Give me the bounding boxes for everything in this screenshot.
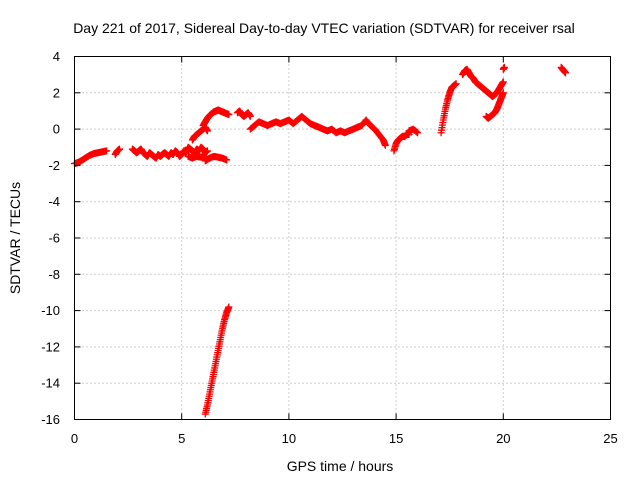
y-tick-label: 0 [53, 122, 60, 137]
data-point [116, 145, 124, 153]
y-tick-label: -4 [48, 194, 60, 209]
data-point [223, 156, 231, 164]
y-tick-label: -10 [41, 303, 60, 318]
data-points [71, 63, 569, 418]
data-point [246, 112, 254, 120]
data-point [414, 129, 422, 137]
data-point [499, 78, 507, 86]
data-point [225, 111, 233, 119]
data-point [103, 147, 111, 155]
y-tick-label: -2 [48, 158, 60, 173]
y-tick-label: -12 [41, 339, 60, 354]
data-point [225, 303, 233, 311]
data-point [452, 80, 460, 88]
y-tick-label: -8 [48, 267, 60, 282]
x-tick-label: 0 [71, 431, 78, 446]
data-point [203, 127, 211, 135]
y-tick-label: -14 [41, 376, 60, 391]
y-tick-label: 2 [53, 85, 60, 100]
data-point [500, 63, 508, 71]
x-tick-label: 15 [389, 431, 403, 446]
x-tick-label: 10 [282, 431, 296, 446]
data-point [499, 89, 507, 97]
x-tick-label: 5 [178, 431, 185, 446]
data-point [413, 128, 421, 136]
chart-title: Day 221 of 2017, Sidereal Day-to-day VTE… [73, 20, 575, 36]
x-axis-title: GPS time / hours [287, 458, 394, 474]
y-axis-title: SDTVAR / TECUs [7, 182, 23, 294]
ticks: 0 5 10 15 20 25 -16 -14 -12 -10 -8 -6 -4 -2 0 2 4 [41, 49, 618, 446]
y-tick-label: -6 [48, 231, 60, 246]
y-tick-label: 4 [53, 49, 60, 64]
x-tick-label: 20 [496, 431, 510, 446]
x-tick-label: 25 [603, 431, 617, 446]
data-point [381, 141, 389, 149]
data-point [203, 147, 211, 155]
y-tick-label: -16 [41, 412, 60, 427]
data-point [561, 69, 569, 77]
